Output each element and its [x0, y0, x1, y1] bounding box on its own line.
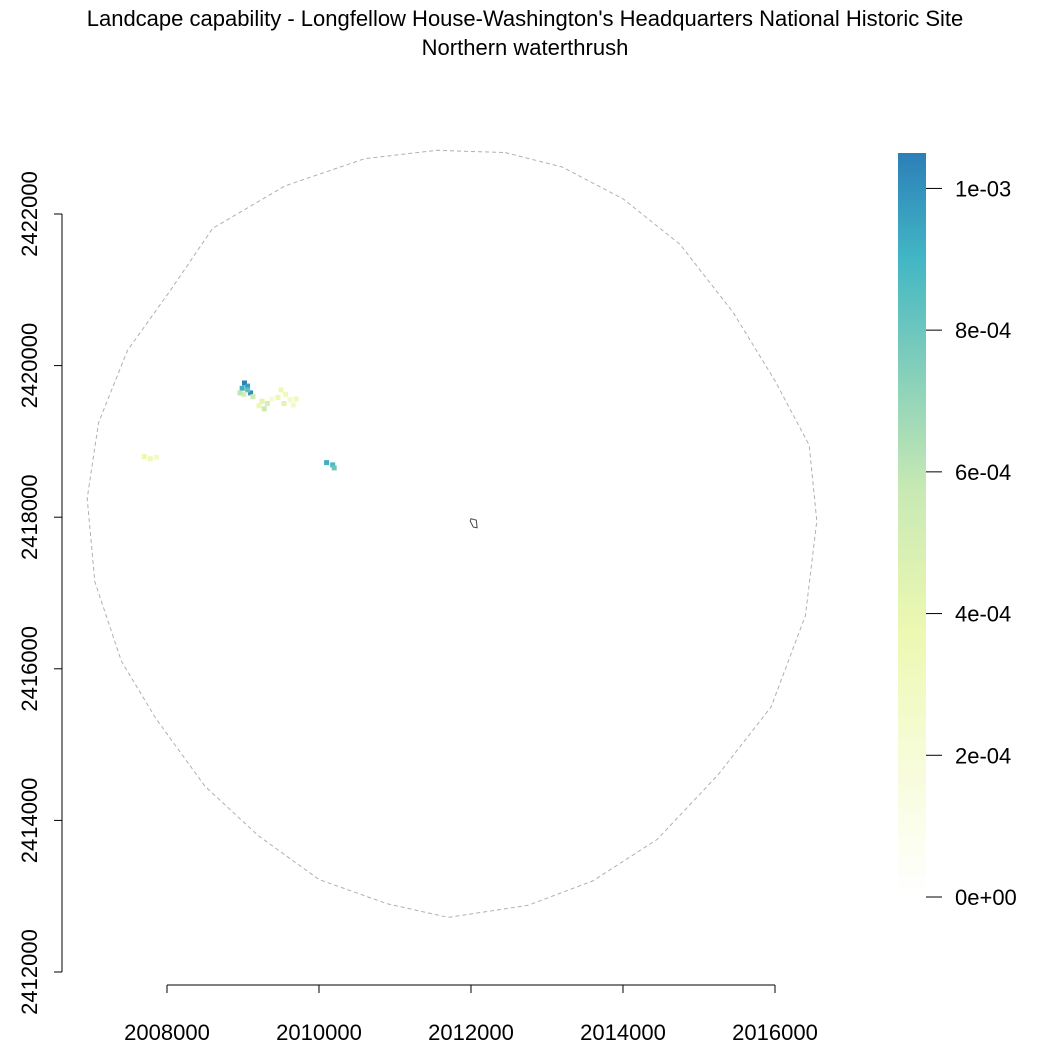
- capability-cell: [259, 398, 265, 404]
- x-tick-label: 2010000: [276, 1020, 362, 1045]
- legend-tick-label: 6e-04: [955, 460, 1011, 485]
- capability-cell: [331, 465, 337, 471]
- capability-cell: [269, 396, 275, 402]
- axes-layer: 2008000 2010000 2012000 2014000 2016000 24120…: [17, 171, 818, 1045]
- legend-tick-label: 0e+00: [955, 885, 1017, 910]
- y-tick-label: 2418000: [17, 474, 42, 560]
- legend-colorbar: [898, 153, 926, 897]
- capability-cell: [242, 380, 247, 386]
- capability-cell: [245, 387, 251, 393]
- capability-cell: [256, 403, 262, 409]
- capability-cell: [245, 383, 251, 389]
- capability-cell: [275, 394, 281, 400]
- y-tick-label: 2422000: [17, 171, 42, 257]
- buffer-boundary-layer: [86, 149, 818, 918]
- capability-cell: [241, 391, 247, 397]
- legend-tick-label: 1e-03: [955, 176, 1011, 201]
- y-tick-label: 2420000: [17, 323, 42, 409]
- buffer-boundary: [86, 149, 818, 918]
- y-tick-label: 2414000: [17, 778, 42, 864]
- capability-cell: [330, 462, 336, 468]
- capability-cell: [287, 397, 293, 403]
- x-tick-label: 2014000: [580, 1020, 666, 1045]
- legend-tick-label: 2e-04: [955, 743, 1011, 768]
- legend-tick-label: 8e-04: [955, 318, 1011, 343]
- capability-cell: [261, 406, 267, 412]
- y-tick-label: 2412000: [17, 929, 42, 1015]
- park-boundary-layer: [469, 518, 478, 529]
- capability-cell: [147, 456, 153, 462]
- capability-cell: [278, 387, 284, 393]
- y-tick-label: 2416000: [17, 626, 42, 712]
- park-boundary: [469, 518, 478, 529]
- chart-subtitle: Northern waterthrush: [421, 35, 629, 60]
- capability-cell: [293, 396, 299, 402]
- capability-cell: [250, 394, 256, 400]
- legend-tick-label: 4e-04: [955, 602, 1011, 627]
- color-legend: 0e+00 2e-04 4e-04 6e-04 8e-04 1e-03: [898, 153, 1017, 910]
- capability-cell: [248, 390, 254, 396]
- x-tick-label: 2016000: [732, 1020, 818, 1045]
- capability-cell: [239, 385, 245, 391]
- capability-cell: [264, 401, 270, 406]
- capability-cell: [283, 391, 289, 397]
- chart-title: Landcape capability - Longfellow House-W…: [86, 6, 964, 31]
- capability-cell: [281, 401, 287, 406]
- x-tick-label: 2008000: [124, 1020, 210, 1045]
- capability-cell: [153, 454, 159, 460]
- capability-cell: [290, 402, 296, 408]
- capability-cell: [141, 454, 147, 460]
- capability-cell: [324, 460, 330, 466]
- x-tick-label: 2012000: [428, 1020, 514, 1045]
- capability-cells-layer: [141, 380, 337, 471]
- capability-cell: [237, 390, 243, 396]
